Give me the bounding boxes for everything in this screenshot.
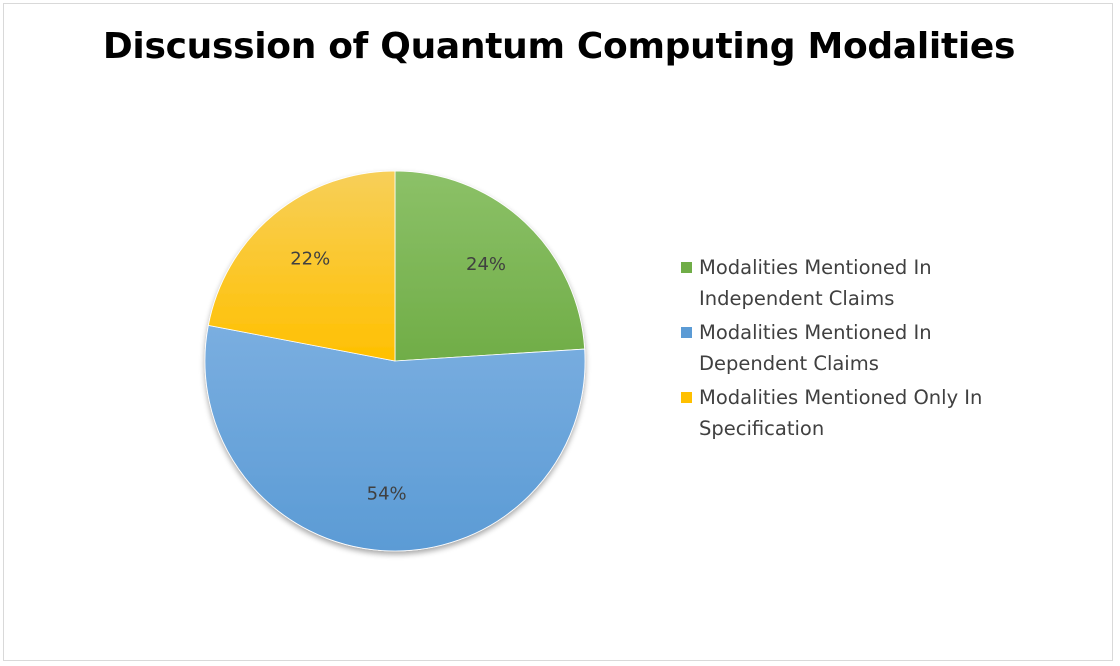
- pie-slice-dependent-claims: [204, 324, 586, 552]
- chart-title: Discussion of Quantum Computing Modaliti…: [102, 26, 1016, 67]
- data-label: 24%: [466, 254, 506, 275]
- legend-item-independent-claims: Modalities Mentioned In Independent Clai…: [677, 252, 1007, 314]
- chart-frame: Discussion of Quantum Computing Modaliti…: [3, 3, 1113, 661]
- legend-label: Modalities Mentioned Only In Specificati…: [699, 386, 983, 440]
- legend: Modalities Mentioned In Independent Clai…: [677, 252, 1007, 447]
- data-label: 54%: [367, 484, 407, 505]
- pie-slice-independent-claims: [394, 170, 586, 362]
- legend-item-specification-only: Modalities Mentioned Only In Specificati…: [677, 382, 1007, 444]
- data-label: 22%: [290, 249, 330, 270]
- legend-swatch-blue: [681, 327, 692, 338]
- legend-swatch-yellow: [681, 392, 692, 403]
- pie-chart: 24% 54% 22%: [204, 170, 586, 552]
- pie-slice-specification-only: [207, 170, 396, 362]
- legend-label: Modalities Mentioned In Independent Clai…: [699, 256, 932, 310]
- legend-label: Modalities Mentioned In Dependent Claims: [699, 321, 932, 375]
- legend-swatch-green: [681, 262, 692, 273]
- legend-item-dependent-claims: Modalities Mentioned In Dependent Claims: [677, 317, 1007, 379]
